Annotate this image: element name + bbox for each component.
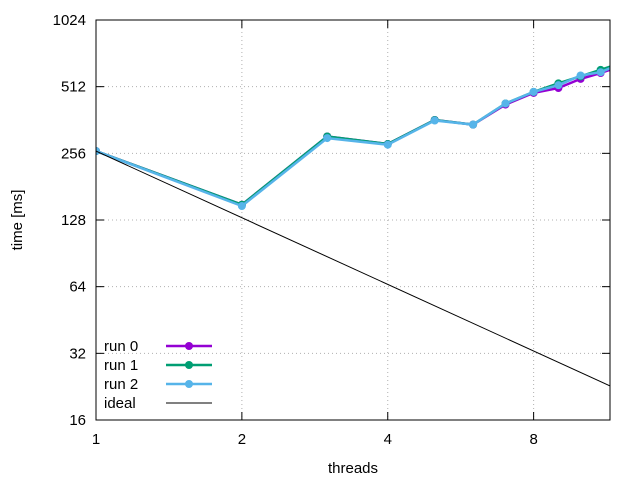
- series-run-0: [96, 63, 623, 209]
- data-point: [430, 116, 439, 125]
- x-tick-label: 2: [238, 431, 246, 448]
- data-point: [554, 81, 563, 90]
- data-point: [237, 202, 246, 211]
- data-point: [596, 68, 605, 77]
- legend-label: run 2: [104, 376, 138, 393]
- series-run-1: [96, 60, 623, 209]
- y-axis-label: time [ms]: [9, 190, 26, 251]
- y-tick-label: 512: [61, 79, 86, 96]
- legend: run 0 run 1 run 2 ideal: [104, 338, 212, 412]
- series-line: [96, 66, 610, 208]
- x-tick-label: 4: [384, 431, 392, 448]
- data-point: [615, 60, 623, 68]
- series-lines: [96, 60, 623, 387]
- y-tick-label: 64: [69, 279, 86, 296]
- series-run-2: [96, 60, 623, 211]
- y-tick-label: 128: [61, 212, 86, 229]
- grid-lines: [96, 20, 610, 420]
- series-line: [96, 65, 610, 206]
- data-point: [323, 134, 332, 143]
- data-point: [615, 63, 623, 71]
- y-tick-label: 16: [69, 412, 86, 429]
- data-point: [615, 60, 623, 68]
- data-point: [501, 99, 510, 108]
- data-point: [529, 87, 538, 96]
- data-point: [383, 140, 392, 149]
- plot-frame: [95, 19, 611, 421]
- y-tick-label: 256: [61, 145, 86, 162]
- series-ideal: [96, 150, 610, 387]
- data-point: [96, 147, 100, 156]
- series-line: [96, 150, 610, 387]
- series-line: [96, 68, 610, 206]
- axis-ticks: 16 32 64 128 256 512 1024 1 2 4 8: [53, 12, 610, 448]
- x-tick-label: 8: [529, 431, 537, 448]
- legend-marker: [185, 380, 193, 388]
- legend-label: run 0: [104, 338, 138, 355]
- x-axis-label: threads: [328, 460, 378, 477]
- legend-marker: [185, 361, 193, 369]
- y-tick-label: 32: [69, 345, 86, 362]
- data-point: [469, 120, 478, 129]
- legend-marker: [185, 342, 193, 350]
- data-point: [576, 71, 585, 80]
- legend-label: ideal: [104, 395, 136, 412]
- x-tick-label: 1: [92, 431, 100, 448]
- legend-label: run 1: [104, 357, 138, 374]
- y-tick-label: 1024: [53, 12, 86, 29]
